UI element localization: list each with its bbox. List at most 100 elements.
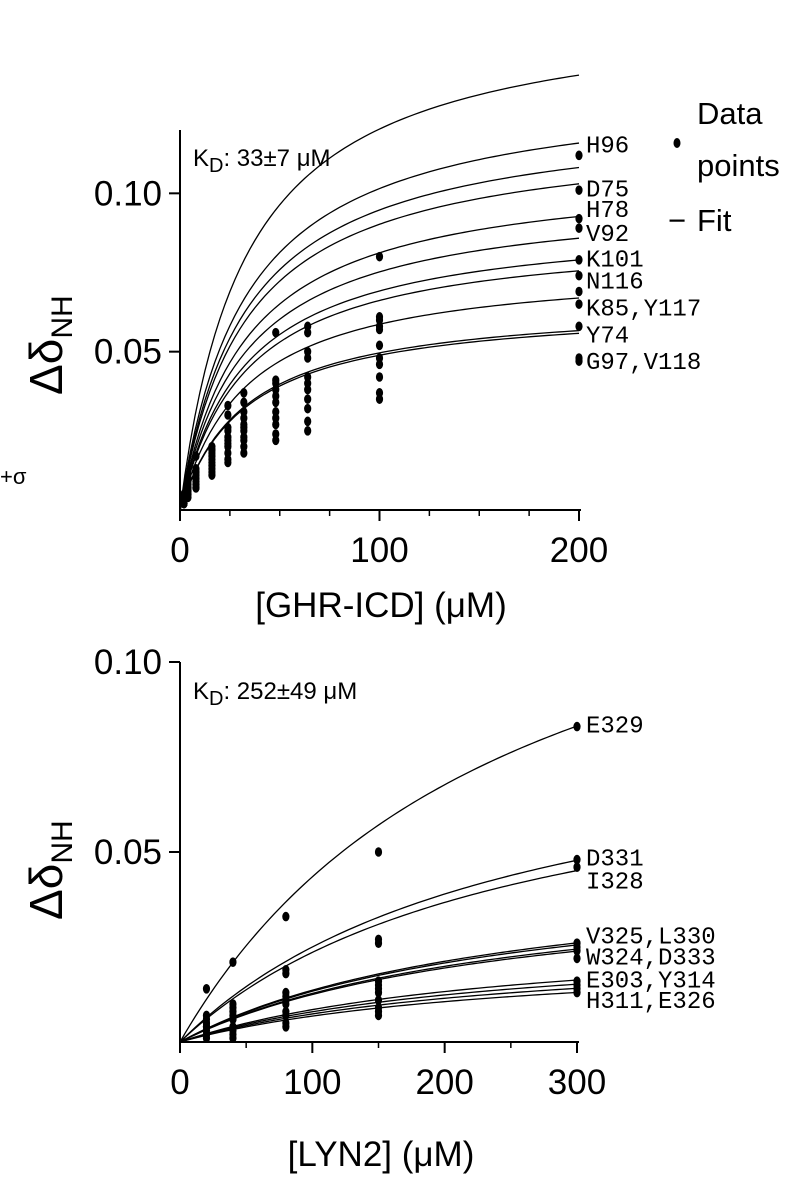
- data-point-v118: [272, 435, 280, 446]
- data-point-g97: [304, 416, 312, 427]
- data-point-e329: [202, 984, 211, 994]
- data-point-e326: [202, 1033, 211, 1043]
- data-point-d333: [374, 987, 383, 998]
- data-point-e326: [229, 1033, 237, 1043]
- fit-curve-ghr-icd: [179, 259, 580, 511]
- data-point-h96: [224, 400, 232, 411]
- y-tick-label-lyn2: 0.05: [94, 833, 162, 872]
- y-tick-label-lyn2: 0.10: [94, 643, 162, 682]
- kd-annotation-lyn2: KD: 252±49 μM: [193, 678, 357, 710]
- residue-label-ghr-icd: Y74: [586, 323, 629, 350]
- data-point-d75: [575, 185, 583, 195]
- y-axis-label-ghr-icd: ΔδNH: [20, 295, 79, 395]
- fit-curve-lyn2: [179, 725, 578, 1043]
- data-point-v118: [240, 448, 248, 458]
- data-point-e329: [282, 911, 290, 922]
- data-point-v118: [192, 483, 200, 493]
- data-point-e329: [374, 847, 383, 857]
- data-point-n116: [575, 270, 583, 281]
- data-point-n116: [375, 340, 384, 351]
- data-point-v92: [575, 223, 583, 233]
- fit-curve-lyn2: [179, 869, 578, 1043]
- data-point-d333: [573, 953, 581, 964]
- data-point-y117: [375, 359, 384, 370]
- residue-label-ghr-icd: K85,Y117: [586, 296, 701, 323]
- data-point-y74: [272, 419, 280, 430]
- legend-fit-label: Fit: [697, 203, 732, 238]
- fit-curve-ghr-icd: [179, 166, 580, 511]
- data-point-e329: [573, 721, 581, 732]
- data-point-i328: [573, 862, 581, 872]
- fit-curve-ghr-icd: [179, 270, 580, 511]
- data-point-h78: [575, 213, 583, 224]
- data-point-h96: [272, 327, 280, 338]
- kd-annotation-ghr-icd: KD: 33±7 μM: [193, 145, 331, 177]
- residue-label-lyn2: I328: [586, 870, 644, 897]
- data-point-y314: [282, 1010, 290, 1021]
- data-point-e303: [374, 995, 383, 1005]
- data-point-d75: [304, 327, 312, 338]
- x-tick-label-lyn2: 0: [170, 1063, 189, 1102]
- data-point-k101: [375, 324, 384, 335]
- data-point-v92: [304, 353, 312, 363]
- data-point-v118: [180, 498, 188, 509]
- data-point-k101: [575, 255, 583, 265]
- residue-label-lyn2: V325,L330: [586, 925, 716, 952]
- data-point-k85: [304, 384, 312, 395]
- residue-label-ghr-icd: H96: [586, 133, 629, 160]
- stray-sigma-text: +σ: [0, 464, 27, 489]
- legend-fit-marker: −: [668, 203, 686, 238]
- residue-label-lyn2: E303,Y314: [586, 968, 716, 995]
- x-tick-label-ghr-icd: 100: [350, 531, 408, 570]
- data-point-d333: [229, 1014, 237, 1024]
- residue-label-ghr-icd: H78: [586, 198, 629, 225]
- data-point-v118: [304, 426, 312, 436]
- data-point-y74: [575, 321, 583, 332]
- data-point-i328: [374, 938, 383, 948]
- residue-label-ghr-icd: N116: [586, 269, 644, 296]
- residue-label-ghr-icd: D75: [586, 178, 629, 205]
- data-point-i328: [282, 968, 290, 979]
- data-point-e326: [282, 1022, 290, 1032]
- fit-curve-ghr-icd: [179, 74, 580, 511]
- data-point-y74: [375, 372, 384, 382]
- data-point-h96: [375, 251, 384, 262]
- data-point-y74: [304, 403, 312, 414]
- x-tick-label-lyn2: 200: [415, 1063, 473, 1102]
- data-point-v118: [224, 457, 232, 468]
- data-point-d75: [224, 410, 232, 420]
- residue-label-ghr-icd: K101: [586, 247, 644, 274]
- residue-label-lyn2: E329: [586, 714, 644, 741]
- x-tick-label-ghr-icd: 200: [550, 531, 608, 570]
- y-tick-label-ghr-icd: 0.10: [94, 174, 162, 213]
- x-axis-label-lyn2: [LYN2] (μM): [288, 1135, 475, 1174]
- data-point-d333: [282, 999, 290, 1009]
- residue-label-lyn2: H311,E326: [586, 989, 716, 1016]
- data-point-h96: [240, 388, 248, 398]
- y-tick-label-ghr-icd: 0.05: [94, 333, 162, 372]
- data-point-y117: [304, 394, 312, 404]
- data-point-n116: [272, 397, 280, 408]
- fit-curve-lyn2: [179, 859, 578, 1043]
- fit-curve-ghr-icd: [179, 237, 580, 511]
- data-point-v118: [375, 394, 384, 404]
- data-point-h96: [575, 150, 583, 161]
- fit-curve-ghr-icd: [179, 142, 580, 511]
- plot-area-ghr-icd: 0 100 200 0.05 0.10 H96 D75H78V92K101N116K85,Y…: [94, 74, 701, 570]
- data-point-v118: [208, 470, 216, 480]
- panel-ghr-icd: 0 100 200 0.05 0.10 H96 D75H78V92K101N116K85,Y…: [20, 74, 701, 625]
- legend: Data points − Fit: [668, 96, 780, 238]
- data-point-k85: [575, 286, 583, 297]
- x-axis-label-ghr-icd: [GHR-ICD] (μM): [255, 586, 507, 625]
- residue-label-lyn2: W324,D333: [586, 946, 716, 973]
- data-point-v118: [575, 356, 583, 366]
- legend-points-line1: Data: [697, 96, 763, 131]
- fit-curve-ghr-icd: [179, 183, 580, 511]
- data-point-h96: [192, 451, 200, 461]
- x-tick-label-ghr-icd: 0: [170, 531, 189, 570]
- residue-label-ghr-icd: V92: [586, 222, 629, 249]
- x-tick-label-lyn2: 300: [548, 1063, 606, 1102]
- residue-label-ghr-icd: G97,V118: [586, 350, 701, 377]
